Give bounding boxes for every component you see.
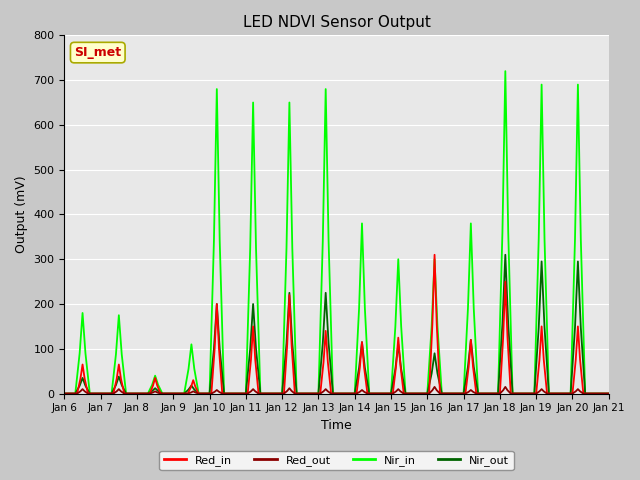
Y-axis label: Output (mV): Output (mV) — [15, 176, 28, 253]
Legend: Red_in, Red_out, Nir_in, Nir_out: Red_in, Red_out, Nir_in, Nir_out — [159, 451, 514, 470]
X-axis label: Time: Time — [321, 419, 352, 432]
Title: LED NDVI Sensor Output: LED NDVI Sensor Output — [243, 15, 431, 30]
Text: SI_met: SI_met — [74, 46, 122, 59]
